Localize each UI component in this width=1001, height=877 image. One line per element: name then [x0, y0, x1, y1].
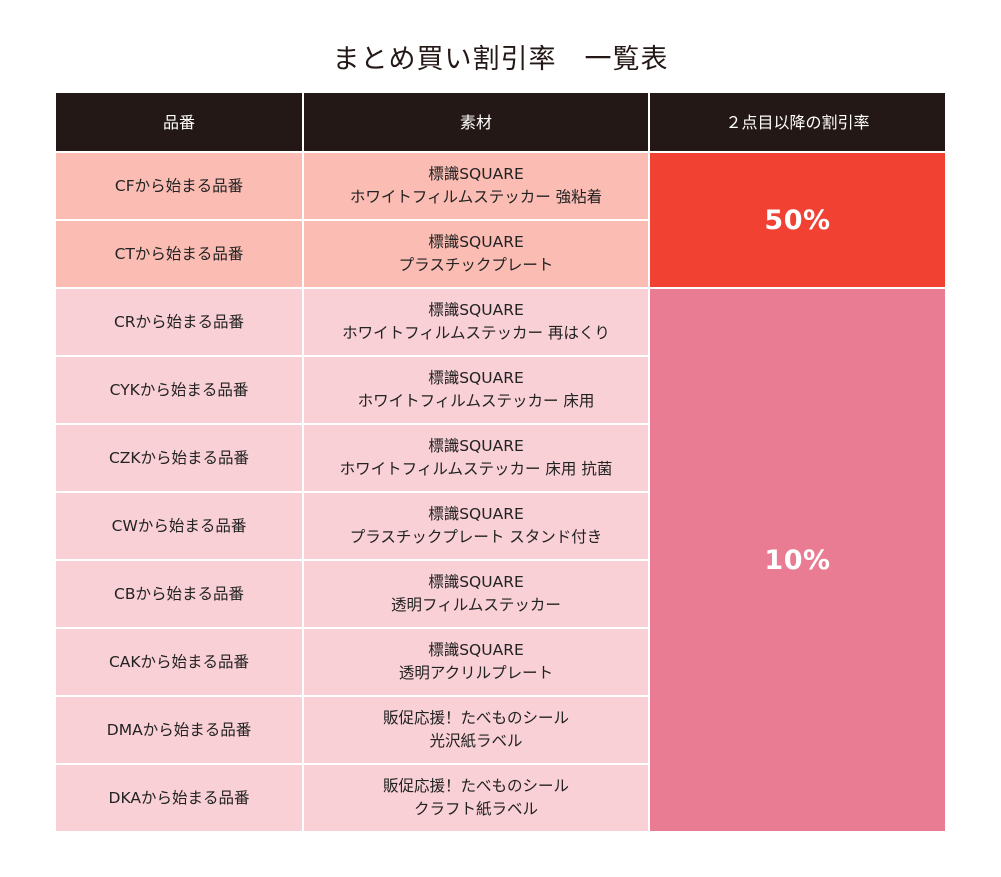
material-line-2: ホワイトフィルムステッカー 再はくり: [342, 324, 610, 342]
table-row-code: CAKから始まる品番: [56, 629, 302, 695]
material-line-2: ホワイトフィルムステッカー 床用: [357, 392, 595, 410]
material-line-2: プラスチックプレート スタンド付き: [349, 528, 603, 546]
material-line-2: プラスチックプレート: [398, 256, 554, 274]
table-row-material: 標識SQUARE ホワイトフィルムステッカー 強粘着: [304, 153, 648, 219]
material-line-1: 標識SQUARE: [428, 369, 524, 387]
material-line-2: 透明フィルムステッカー: [391, 596, 561, 614]
table-row-code: CWから始まる品番: [56, 493, 302, 559]
header-material: 素材: [304, 93, 648, 151]
material-line-2: 透明アクリルプレート: [398, 664, 554, 682]
table-row-code: CBから始まる品番: [56, 561, 302, 627]
table-row-material: 標識SQUARE ホワイトフィルムステッカー 再はくり: [304, 289, 648, 355]
material-line-1: 標識SQUARE: [428, 641, 524, 659]
discount-table: 品番 素材 ２点目以降の割引率 CFから始まる品番 標識SQUARE ホワイトフ…: [56, 93, 945, 831]
header-code: 品番: [56, 93, 302, 151]
table-row-material: 標識SQUARE 透明フィルムステッカー: [304, 561, 648, 627]
table-row-code: CYKから始まる品番: [56, 357, 302, 423]
discount-rate-high: 50%: [650, 153, 945, 287]
material-line-1: 標識SQUARE: [428, 233, 524, 251]
material-line-1: 標識SQUARE: [428, 165, 524, 183]
table-row-material: 標識SQUARE 透明アクリルプレート: [304, 629, 648, 695]
material-line-1: 標識SQUARE: [428, 505, 524, 523]
table-row-code: DMAから始まる品番: [56, 697, 302, 763]
table-row-material: 標識SQUARE ホワイトフィルムステッカー 床用: [304, 357, 648, 423]
table-row-material: 標識SQUARE プラスチックプレート: [304, 221, 648, 287]
material-line-2: ホワイトフィルムステッカー 床用 抗菌: [339, 460, 613, 478]
discount-rate-low: 10%: [650, 289, 945, 831]
table-row-code: CRから始まる品番: [56, 289, 302, 355]
material-line-1: 標識SQUARE: [428, 573, 524, 591]
material-line-1: 販促応援！たべものシール: [382, 777, 569, 795]
material-line-1: 標識SQUARE: [428, 437, 524, 455]
header-rate: ２点目以降の割引率: [650, 93, 945, 151]
material-line-2: ホワイトフィルムステッカー 強粘着: [349, 188, 603, 206]
table-row-material: 販促応援！たべものシール クラフト紙ラベル: [304, 765, 648, 831]
material-line-2: クラフト紙ラベル: [413, 800, 538, 818]
table-row-material: 標識SQUARE ホワイトフィルムステッカー 床用 抗菌: [304, 425, 648, 491]
table-row-code: CFから始まる品番: [56, 153, 302, 219]
table-row-material: 販促応援！たべものシール 光沢紙ラベル: [304, 697, 648, 763]
page-title: まとめ買い割引率 一覧表: [332, 44, 669, 75]
table-row-material: 標識SQUARE プラスチックプレート スタンド付き: [304, 493, 648, 559]
material-line-1: 販促応援！たべものシール: [382, 709, 569, 727]
table-row-code: DKAから始まる品番: [56, 765, 302, 831]
table-row-code: CZKから始まる品番: [56, 425, 302, 491]
table-row-code: CTから始まる品番: [56, 221, 302, 287]
material-line-2: 光沢紙ラベル: [429, 732, 523, 750]
material-line-1: 標識SQUARE: [428, 301, 524, 319]
